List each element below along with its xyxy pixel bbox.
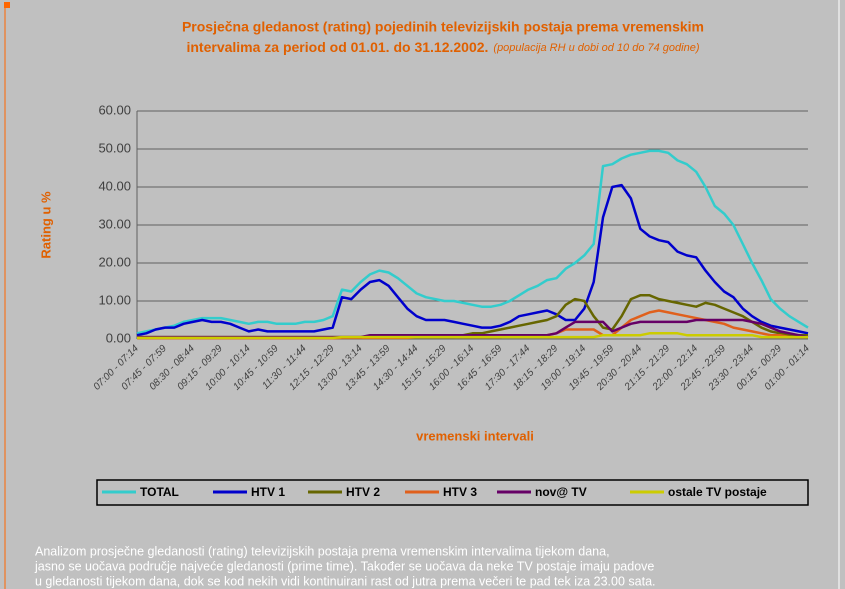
series-line (136, 183, 809, 337)
y-tick-label: 40.00 (98, 178, 131, 193)
legend-label: HTV 1 (251, 485, 285, 499)
series-line (137, 332, 808, 340)
series-line (136, 149, 809, 335)
chart-title-line: intervalima za period od 01.01. do 31.12… (186, 39, 699, 55)
chart-title: intervalima za period od 01.01. do 31.12… (186, 39, 488, 55)
caption-line: u gledanosti tijekom dana, dok se kod ne… (35, 574, 656, 588)
caption-line: Analizom prosječne gledanosti (rating) t… (35, 544, 610, 558)
y-tick-label: 60.00 (98, 102, 131, 117)
y-tick-label: 20.00 (98, 254, 131, 269)
x-axis-title: vremenski intervali (416, 428, 534, 443)
legend-box (96, 479, 809, 506)
legend-label: HTV 2 (346, 485, 380, 499)
caption: Analizom prosječne gledanosti (rating) t… (34, 544, 656, 588)
legend-label: ostale TV postaje (668, 485, 767, 499)
legend-label: HTV 3 (443, 485, 477, 499)
y-tick-label: 30.00 (98, 216, 131, 231)
corner-marker (4, 2, 10, 8)
y-tick-label: 0.00 (106, 330, 131, 345)
chart-subtitle: (populacija RH u dobi od 10 do 74 godine… (493, 42, 699, 54)
y-axis-title: Rating u % (38, 191, 53, 259)
legend-label: nov@ TV (535, 485, 587, 499)
y-tick-label: 10.00 (98, 292, 131, 307)
chart-title: Prosječna gledanost (rating) pojedinih t… (182, 19, 704, 35)
y-tick-label: 50.00 (98, 140, 131, 155)
legend-label: TOTAL (140, 485, 179, 499)
caption-line: jasno se uočava područje najveće gledano… (34, 559, 654, 573)
